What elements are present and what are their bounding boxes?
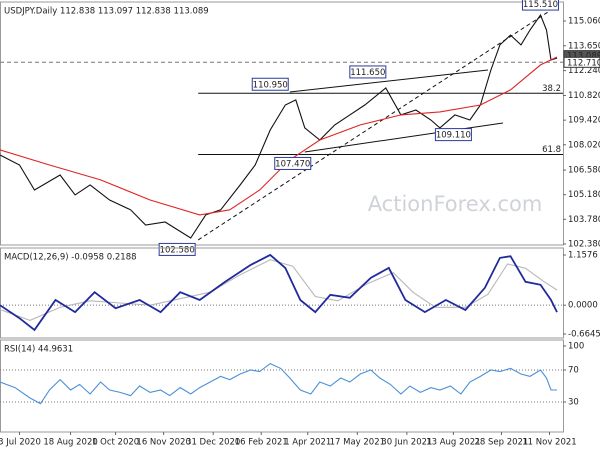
annotation-label: 110.950 [253, 80, 288, 90]
panel-frame [0, 1, 564, 246]
panel-title: RSI(14) 44.9631 [4, 345, 73, 355]
panel-title: MACD(12,26,9) -0.0958 0.2188 [4, 253, 137, 263]
y-tick-label: 109.420 [568, 116, 600, 126]
annotation-box [274, 156, 312, 170]
y-tick-label: 30 [568, 398, 579, 408]
y-tick-label: 100 [568, 342, 584, 352]
y-tick-label: 0.0000 [568, 301, 598, 311]
y-tick-label: -0.6645 [568, 329, 600, 339]
annotation-label: 111.650 [350, 68, 385, 78]
x-tick-label: 16 Nov 2020 [136, 438, 190, 448]
y-tick-label: 70 [568, 366, 579, 376]
annotation-box [434, 128, 472, 142]
price-marker-label: 113.089 [567, 52, 600, 62]
y-tick-label: 113.650 [568, 41, 600, 51]
annotation-box [251, 77, 289, 91]
price-marker [563, 56, 600, 68]
x-tick-label: 30 Jun 2021 [381, 438, 432, 448]
x-tick-label: 28 Sep 2021 [475, 438, 529, 448]
annotation-box [521, 0, 559, 11]
x-tick-label: 31 Dec 2020 [186, 438, 240, 448]
annotation-box [158, 242, 196, 256]
annotation-box [349, 65, 387, 79]
x-tick-label: 16 Feb 2021 [235, 438, 288, 448]
y-tick-label: 106.580 [568, 166, 600, 176]
y-tick-label: 1.1576 [568, 250, 598, 260]
x-tick-label: 1 Apr 2021 [284, 438, 331, 448]
y-tick-label: 102.380 [568, 239, 600, 249]
x-tick-label: 18 Aug 2020 [43, 438, 97, 448]
x-tick-label: 3 Jul 2020 [0, 438, 41, 448]
panel-frame [0, 339, 564, 433]
x-tick-label: 13 Aug 2021 [426, 438, 480, 448]
series-line [0, 259, 558, 321]
panel-frame [0, 247, 564, 339]
x-tick-label: 1 Oct 2020 [92, 438, 139, 448]
x-tick-label: 17 May 2021 [330, 438, 385, 448]
series-line [0, 13, 558, 239]
trend-line [304, 122, 504, 153]
level-label: 61.8 [542, 145, 561, 155]
y-tick-label: 112.240 [568, 66, 600, 76]
x-tick-label: 11 Nov 2021 [522, 438, 576, 448]
series-line [0, 362, 557, 405]
trend-line [289, 69, 488, 93]
level-label: 38.2 [542, 84, 561, 94]
y-tick-label: 110.820 [568, 91, 600, 101]
annotation-label: 107.470 [275, 159, 310, 169]
price-marker-label: 112.710 [567, 58, 600, 68]
series-line [0, 253, 558, 332]
panel-title: USDJPY.Daily 112.838 113.097 112.838 113… [4, 7, 209, 17]
series-line [0, 56, 558, 216]
y-tick-label: 103.780 [568, 215, 600, 225]
annotation-label: 109.110 [436, 131, 471, 141]
annotation-label: 115.510 [523, 0, 558, 10]
watermark: ActionForex.com [368, 192, 543, 216]
annotation-label: 102.580 [160, 245, 195, 255]
y-tick-label: 105.180 [568, 190, 600, 200]
y-tick-label: 115.060 [568, 16, 600, 26]
y-tick-label: 108.020 [568, 140, 600, 150]
